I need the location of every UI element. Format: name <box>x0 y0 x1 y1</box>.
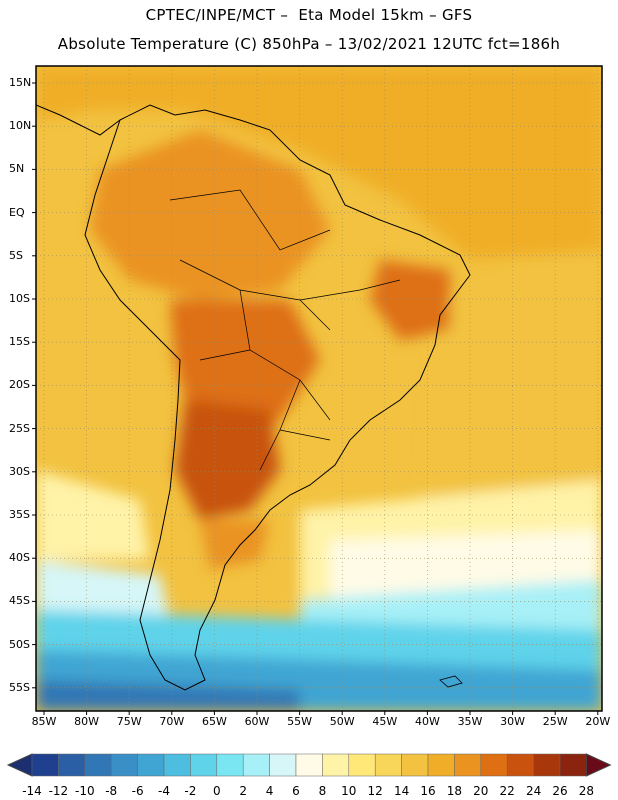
lon-label: 75W <box>116 715 142 728</box>
lat-label: 5S <box>9 248 23 262</box>
lat-label: EQ <box>9 205 25 219</box>
colorbar-level-label: -4 <box>158 784 170 798</box>
colorbar-level-label: 16 <box>420 784 436 798</box>
south-america-coastline <box>84 104 471 691</box>
lon-label: 20W <box>585 715 611 728</box>
lon-label: 80W <box>74 715 100 728</box>
colorbar-level-label: 2 <box>239 784 247 798</box>
colorbar-level-label: 6 <box>292 784 300 798</box>
lat-label: 15N <box>9 76 32 89</box>
colorbar-swatch <box>137 753 165 777</box>
lon-label: 65W <box>201 715 227 728</box>
map-frame <box>35 65 603 712</box>
colorbar-level-label: 28 <box>578 784 595 798</box>
lon-label: 70W <box>159 715 185 728</box>
lat-label: 55S <box>9 680 30 694</box>
colorbar-swatch <box>163 753 191 777</box>
colorbar-level-label: -14 <box>22 784 42 798</box>
colorbar-level-label: -10 <box>74 784 95 798</box>
colorbar-swatch <box>401 753 429 777</box>
colorbar-swatch <box>110 753 138 777</box>
colorbar-level-label: 18 <box>446 784 463 798</box>
colorbar-low-arrow <box>6 753 33 777</box>
colorbar-level-label: 24 <box>525 784 542 798</box>
map-subtitle: Absolute Temperature (C) 850hPa – 13/02/… <box>57 35 561 53</box>
colorbar-level-label: -6 <box>131 784 144 798</box>
lon-label: 50W <box>329 715 355 728</box>
colorbar-swatch <box>58 753 86 777</box>
lat-label: 30S <box>9 464 30 478</box>
lon-label: 30W <box>500 715 526 728</box>
colorbar-level-label: 22 <box>499 784 515 798</box>
colorbar-swatch <box>295 753 323 777</box>
lon-label: 60W <box>244 715 270 728</box>
lon-label: 85W <box>31 715 57 728</box>
lat-label: 10S <box>9 292 30 305</box>
lat-label: 20S <box>9 378 30 392</box>
colorbar-level-label: 0 <box>212 784 221 798</box>
lon-label: 40W <box>414 715 440 728</box>
colorbar-level-label: -8 <box>105 784 118 798</box>
colorbar-level-label: 20 <box>473 784 489 798</box>
colorbar-level-label: 26 <box>552 784 568 798</box>
lat-label: 50S <box>9 637 30 651</box>
colorbar-level-label: 8 <box>318 784 327 798</box>
map-title: CPTEC/INPE/MCT – Eta Model 15km – GFS <box>145 6 473 24</box>
lat-label: 25S <box>9 421 30 435</box>
country-borders <box>169 189 401 471</box>
lat-label: 40S <box>9 551 30 565</box>
colorbar-swatch <box>190 753 218 777</box>
lon-label: 35W <box>457 715 483 728</box>
colorbar-swatch <box>559 753 587 777</box>
colorbar-swatch <box>533 753 561 777</box>
lat-label: 35S <box>9 508 30 521</box>
colorbar-level-label: 14 <box>393 784 410 798</box>
colorbar-swatch <box>427 753 455 777</box>
colorbar-swatch <box>348 753 376 777</box>
lon-label: 55W <box>287 715 313 728</box>
falkland-islands <box>439 675 463 688</box>
colorbar <box>6 753 612 777</box>
colorbar-swatch <box>454 753 482 777</box>
colorbar-swatch <box>374 753 402 777</box>
colorbar-high-arrow <box>585 753 612 777</box>
central-america-coastline <box>36 104 121 136</box>
colorbar-level-label: 12 <box>367 784 383 798</box>
colorbar-swatch <box>269 753 297 777</box>
colorbar-swatch <box>242 753 270 777</box>
colorbar-level-label: -2 <box>184 784 197 798</box>
colorbar-swatch <box>31 753 59 777</box>
colorbar-swatch <box>480 753 508 777</box>
colorbar-level-label: 10 <box>341 784 357 798</box>
colorbar-level-label: -12 <box>48 784 69 798</box>
colorbar-swatch <box>216 753 244 777</box>
lon-label: 25W <box>542 715 568 728</box>
lon-label: 45W <box>372 715 398 728</box>
lat-label: 10N <box>9 119 32 133</box>
colorbar-level-label: 4 <box>265 784 274 798</box>
lat-label: 5N <box>9 162 25 176</box>
lat-label: 15S <box>9 335 30 349</box>
colorbar-swatch <box>322 753 350 777</box>
lat-label: 45S <box>9 594 30 608</box>
colorbar-swatch <box>84 753 112 777</box>
colorbar-swatch <box>506 753 534 777</box>
